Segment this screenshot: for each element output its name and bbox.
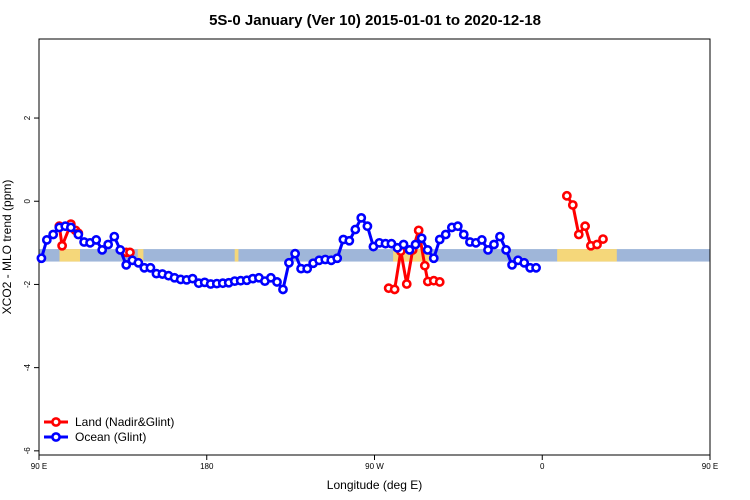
- land-series-point: [592, 239, 602, 250]
- land-series-point: [419, 260, 430, 271]
- chart-title: 5S-0 January (Ver 10) 2015-01-01 to 2020…: [209, 12, 541, 29]
- land-band-segment: [59, 249, 81, 262]
- land-series-point: [598, 234, 608, 244]
- ocean-series-point: [290, 248, 300, 259]
- x-axis-label: Longitude (deg E): [327, 478, 422, 492]
- ocean-series-point: [428, 253, 439, 264]
- land-band-segment: [137, 249, 144, 262]
- ocean-series-point: [350, 224, 361, 235]
- ocean-series-point: [145, 262, 156, 273]
- ocean-series-point: [501, 245, 511, 255]
- ocean-series-point: [398, 239, 409, 250]
- ocean-series-point: [476, 235, 487, 245]
- land-series-point: [434, 277, 445, 287]
- plot-frame: [38, 38, 711, 456]
- ocean-series-point: [91, 235, 102, 245]
- ocean-band: [39, 249, 710, 262]
- land-series-point: [401, 279, 412, 289]
- ocean-series-point: [121, 259, 132, 270]
- ocean-series-point: [272, 277, 282, 287]
- x-tick-label: 0: [540, 462, 545, 471]
- land-series-point: [125, 247, 135, 258]
- ocean-series-point: [410, 239, 421, 250]
- ocean-series-point: [332, 253, 343, 264]
- ocean-series-point: [495, 231, 505, 242]
- legend-ocean-label: Ocean (Glint): [75, 430, 146, 444]
- land-series-point: [413, 225, 424, 236]
- ocean-series-point: [103, 239, 114, 250]
- ocean-series-point: [434, 234, 445, 245]
- legend: Land (Nadir&Glint)Ocean (Glint): [44, 415, 174, 444]
- y-tick-label: -4: [23, 364, 32, 372]
- ocean-series-point: [531, 262, 541, 273]
- ocean-series-point: [278, 284, 288, 295]
- ocean-series-point: [489, 239, 499, 250]
- ocean-series-point: [422, 245, 433, 255]
- ocean-series-point: [41, 235, 52, 245]
- ocean-series-point: [344, 235, 355, 246]
- y-tick-label: 0: [23, 198, 32, 203]
- x-tick-label: 90 E: [31, 462, 47, 471]
- y-tick-label: 2: [23, 115, 32, 120]
- ocean-series-point: [519, 257, 530, 268]
- ocean-series-point: [109, 231, 120, 242]
- ocean-series-point: [65, 222, 76, 233]
- land-series-point: [561, 190, 572, 201]
- land-band-segment: [557, 249, 617, 262]
- series-layer: [36, 190, 608, 295]
- ocean-series-point: [362, 221, 373, 232]
- ocean-series-point: [115, 245, 126, 255]
- land-series-point: [573, 229, 584, 240]
- ocean-series-point: [416, 233, 427, 244]
- ocean-series-point: [404, 245, 415, 255]
- legend-ocean-marker: [51, 432, 61, 442]
- ocean-series-point: [356, 212, 367, 223]
- y-axis: -6 -4 -2 0 2: [23, 115, 39, 454]
- land-band-segment: [234, 249, 239, 262]
- ocean-series-point: [48, 229, 59, 240]
- land-series-point: [567, 200, 578, 210]
- x-tick-label: 90 W: [365, 462, 384, 471]
- ocean-series-point: [452, 221, 463, 232]
- y-tick-label: -6: [23, 447, 32, 455]
- land-series-point: [580, 221, 591, 232]
- legend-land-marker: [51, 417, 61, 427]
- ocean-series-point: [36, 253, 47, 264]
- x-axis: 90 E 180 90 W 0 90 E: [31, 455, 718, 471]
- legend-land-label: Land (Nadir&Glint): [75, 415, 174, 429]
- ocean-series-point: [507, 259, 517, 270]
- y-tick-label: -2: [23, 280, 32, 288]
- land-series-point: [57, 240, 68, 251]
- ocean-series-point: [133, 257, 144, 268]
- ocean-series-point: [284, 257, 294, 268]
- y-axis-label: XCO2 - MLO trend (ppm): [0, 180, 14, 315]
- ocean-series-point: [302, 263, 313, 274]
- ocean-series-point: [458, 229, 469, 240]
- ocean-series-point: [440, 229, 451, 240]
- ocean-series-point: [97, 245, 108, 255]
- ocean-series-point: [483, 245, 493, 255]
- x-tick-label: 90 E: [702, 462, 718, 471]
- x-tick-label: 180: [200, 462, 214, 471]
- ocean-series-point: [73, 229, 84, 240]
- land-series-point: [389, 284, 400, 295]
- ocean-series-point: [187, 273, 198, 284]
